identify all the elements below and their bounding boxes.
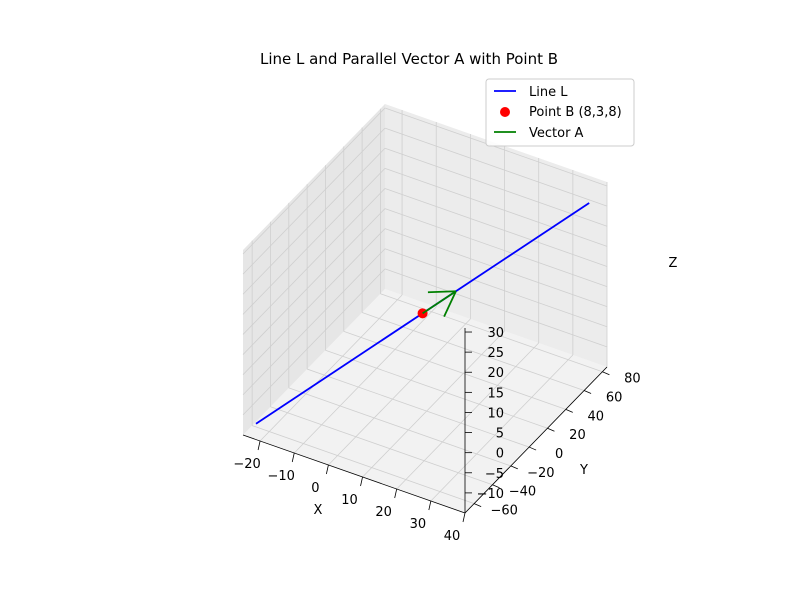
x-tick-label: −10 <box>268 469 295 484</box>
chart-title: Line L and Parallel Vector A with Point … <box>260 50 558 68</box>
y-tick-mark <box>602 371 610 376</box>
y-tick-mark <box>547 427 555 432</box>
axis-lines: −20−10010203040−60−40−20020406080−10−505… <box>233 326 640 544</box>
y-tick-mark <box>583 390 592 394</box>
x-tick-mark <box>291 452 295 463</box>
y-tick-label: −60 <box>490 504 517 519</box>
grid-lines <box>242 107 608 514</box>
plot-data <box>255 202 590 425</box>
legend-box <box>485 78 635 147</box>
y-tick-mark <box>492 484 500 489</box>
grid-line-z-back <box>384 208 608 287</box>
vector-a-arrowhead <box>427 290 456 294</box>
grid-line-z-left <box>242 248 386 396</box>
grid-line-y-floor <box>380 293 603 373</box>
grid-line-z-back <box>384 188 608 267</box>
vector-a-shaft <box>422 290 457 315</box>
grid-line-z-left <box>242 268 386 416</box>
legend-point-swatch <box>500 107 510 117</box>
y-tick-label: 0 <box>555 447 563 462</box>
z-axis-label: Z <box>669 256 678 271</box>
grid-line-x-floor <box>362 330 505 478</box>
grid-line-z-left <box>242 228 386 375</box>
legend-label-vector-a: Vector A <box>529 126 584 141</box>
grid-line-z-back <box>384 228 608 308</box>
grid-line-y-floor <box>252 425 475 504</box>
grid-line-z-back <box>384 147 608 227</box>
grid-line-x-floor <box>328 318 471 466</box>
x-tick-mark <box>360 476 363 487</box>
x-tick-mark <box>257 440 261 451</box>
y-tick-mark <box>474 503 482 507</box>
grid-line-x-floor <box>259 294 403 442</box>
x-tick-label: 10 <box>341 493 358 508</box>
grid-line-y-floor <box>325 349 548 429</box>
y-tick-label: 20 <box>569 428 586 443</box>
y-tick-label: −40 <box>509 485 536 500</box>
y-tick-label: −20 <box>527 466 554 481</box>
floor-pane <box>243 289 607 513</box>
grid-line-z-left <box>242 208 386 355</box>
y-axis-label: Y <box>579 463 588 478</box>
x-tick-label: −20 <box>233 457 260 472</box>
x-tick-label: 0 <box>311 481 319 496</box>
x-axis-label: X <box>314 503 323 518</box>
grid-line-y-floor <box>343 331 566 410</box>
x-tick-mark <box>394 488 398 499</box>
axes-panes <box>243 104 607 513</box>
legend: Line L Point B (8,3,8) Vector A <box>485 78 635 147</box>
grid-line-y-floor <box>270 406 493 486</box>
y-tick-mark <box>565 409 573 413</box>
grid-line-z-left <box>242 188 386 335</box>
grid-line-z-left <box>242 107 386 255</box>
grid-line-z-back <box>384 248 608 328</box>
y-tick-mark <box>528 446 537 451</box>
z-tick-label: 10 <box>487 406 504 421</box>
z-tick-label: −10 <box>477 487 504 502</box>
grid-line-z-left <box>242 168 386 315</box>
y-tick-mark <box>510 465 518 470</box>
z-tick-label: 5 <box>496 427 504 442</box>
x-tick-label: 30 <box>410 517 427 532</box>
z-tick-label: 25 <box>487 346 504 361</box>
z-tick-label: −5 <box>485 467 504 482</box>
z-tick-label: 20 <box>487 366 504 381</box>
y-axis-line <box>464 366 608 514</box>
y-tick-label: 80 <box>624 372 641 387</box>
grid-line-z-back <box>384 268 608 348</box>
grid-line-x-floor <box>430 354 574 502</box>
grid-line-z-back <box>384 107 608 187</box>
z-tick-label: 30 <box>487 326 504 341</box>
x-tick-label: 40 <box>444 529 461 544</box>
x-tick-mark <box>325 464 329 475</box>
legend-label-point-b: Point B (8,3,8) <box>529 105 622 120</box>
grid-line-z-left <box>242 127 386 275</box>
left-wall-pane <box>243 104 385 435</box>
grid-line-x-floor <box>293 306 437 454</box>
x-tick-mark <box>428 500 432 511</box>
vector-a-arrowhead <box>443 290 457 318</box>
grid-line-x-floor <box>396 342 539 490</box>
z-tick-label: 0 <box>496 447 504 462</box>
grid-line-z-left <box>242 147 386 295</box>
z-tick-label: 15 <box>487 386 504 401</box>
x-axis-line <box>242 434 466 514</box>
y-tick-label: 40 <box>588 409 605 424</box>
x-tick-label: 20 <box>375 505 392 520</box>
grid-line-y-floor <box>361 312 585 391</box>
grid-line-y-floor <box>288 387 511 467</box>
grid-line-y-floor <box>306 368 530 448</box>
grid-line-z-back <box>384 127 608 207</box>
y-tick-label: 60 <box>606 391 623 406</box>
legend-label-line-l: Line L <box>529 85 568 100</box>
x-tick-mark <box>462 512 466 523</box>
grid-line-z-back <box>384 167 608 247</box>
